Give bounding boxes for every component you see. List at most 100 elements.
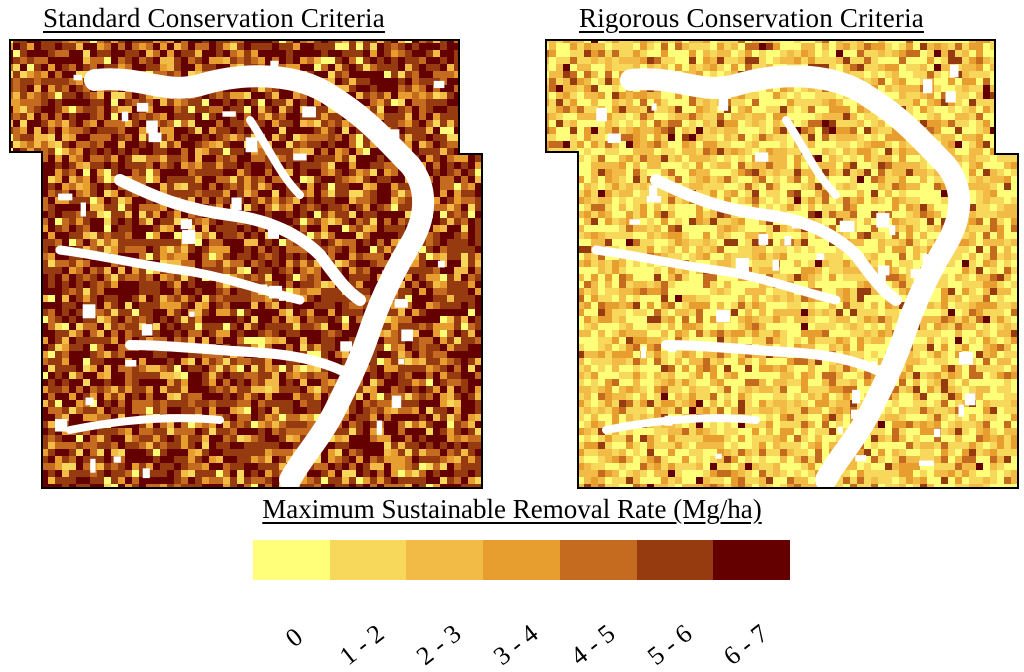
no-data-patch (142, 468, 150, 479)
no-data-corridor (661, 340, 886, 377)
no-data-patch (877, 274, 886, 283)
no-data-patch (718, 97, 729, 111)
no-data-patch (918, 460, 934, 466)
no-data-patch (910, 269, 921, 278)
no-data-patch (268, 285, 283, 299)
no-data-corridor (246, 116, 304, 199)
no-data-patch (646, 195, 662, 203)
no-data-patch (754, 152, 769, 162)
no-data-patch (871, 361, 877, 372)
no-data-patch (267, 226, 279, 239)
no-data-patch (922, 253, 936, 262)
legend-swatch-3-4 (483, 540, 560, 580)
no-data-patch (58, 193, 73, 201)
no-data-patch (772, 259, 779, 271)
no-data-patch (189, 311, 195, 317)
no-data-patch (222, 111, 236, 117)
legend-color-bar (253, 540, 791, 580)
no-data-patch (85, 397, 94, 406)
no-data-patch (390, 129, 400, 143)
no-data-patch (839, 220, 855, 233)
no-data-patch (784, 235, 792, 246)
no-data-patch (837, 426, 843, 434)
no-data-patch (382, 270, 394, 283)
no-data-patch (889, 225, 896, 236)
legend-swatch-5-6 (636, 540, 714, 580)
legend-swatch-2-3 (406, 540, 484, 580)
no-data-patch (293, 153, 307, 161)
no-data-patch (392, 395, 402, 408)
no-data-patch (245, 137, 258, 153)
no-data-corridor (125, 340, 350, 377)
map-standard-criteria (9, 39, 483, 489)
no-data-corridor (782, 116, 840, 199)
no-data-corridor (650, 174, 902, 306)
no-data-corridor (591, 245, 841, 305)
no-data-patch (855, 455, 867, 462)
no-data-patch (791, 222, 805, 229)
no-data-patch (90, 458, 96, 473)
no-data-patch (715, 453, 722, 459)
no-data-patch (125, 360, 137, 367)
no-data-patch (596, 107, 607, 122)
county-boundary-standard (9, 39, 483, 489)
no-data-patch (629, 219, 640, 225)
county-boundary-rigorous (545, 39, 1019, 489)
no-data-patch (949, 64, 959, 78)
no-data-patch (340, 341, 352, 352)
no-data-patch (82, 304, 96, 319)
no-data-patch (401, 329, 413, 342)
raster-cells-rigorous (546, 40, 1018, 488)
raster-cells-standard (10, 40, 482, 488)
no-data-patch (398, 359, 405, 365)
legend-swatch-6-7 (713, 540, 791, 580)
no-data-patch (148, 132, 162, 143)
no-data-patch (959, 351, 973, 365)
no-data-patch (394, 298, 408, 308)
no-data-patch (607, 133, 621, 144)
no-data-patch (876, 213, 890, 228)
no-data-patch (851, 409, 864, 419)
no-data-patch (121, 111, 129, 122)
no-data-corridor (114, 174, 366, 306)
map-rigorous-criteria (545, 39, 1019, 489)
no-data-corridor (66, 414, 224, 434)
no-data-patch (904, 130, 911, 138)
no-data-patch (877, 265, 890, 276)
no-data-patch (146, 120, 158, 133)
map-title-standard: Standard Conservation Criteria (43, 3, 385, 33)
no-data-patch (73, 74, 82, 81)
no-data-areas-rigorous (591, 64, 976, 488)
no-data-patch (302, 106, 316, 118)
no-data-patch (852, 389, 861, 404)
no-data-patch (816, 253, 825, 261)
no-data-patch (376, 420, 383, 435)
no-data-patch (433, 80, 445, 89)
no-data-patch (735, 257, 749, 273)
no-data-patch (641, 346, 647, 359)
no-data-patch (664, 415, 673, 426)
no-data-patch (437, 260, 445, 268)
no-data-patch (668, 341, 677, 353)
no-data-patch (270, 60, 279, 72)
legend-title: Maximum Sustainable Removal Rate (Mg/ha) (262, 494, 762, 524)
no-data-patch (180, 219, 193, 230)
no-data-patch (331, 391, 346, 404)
no-data-patch (54, 419, 68, 432)
no-data-patch (258, 284, 268, 293)
legend-swatch-0 (253, 540, 330, 580)
legend-swatch-4-5 (559, 540, 637, 580)
no-data-patch (182, 230, 196, 244)
no-data-patch (141, 324, 153, 336)
map-title-rigorous: Rigorous Conservation Criteria (579, 3, 924, 33)
no-data-areas-standard (54, 60, 445, 488)
no-data-patch (231, 197, 242, 211)
no-data-corridor (620, 65, 971, 488)
no-data-patch (649, 185, 658, 200)
no-data-patch (716, 309, 730, 323)
legend-label-0: 0 (280, 621, 309, 653)
no-data-patch (651, 103, 657, 111)
no-data-patch (945, 91, 956, 103)
no-data-patch (964, 393, 976, 406)
no-data-patch (923, 79, 933, 94)
